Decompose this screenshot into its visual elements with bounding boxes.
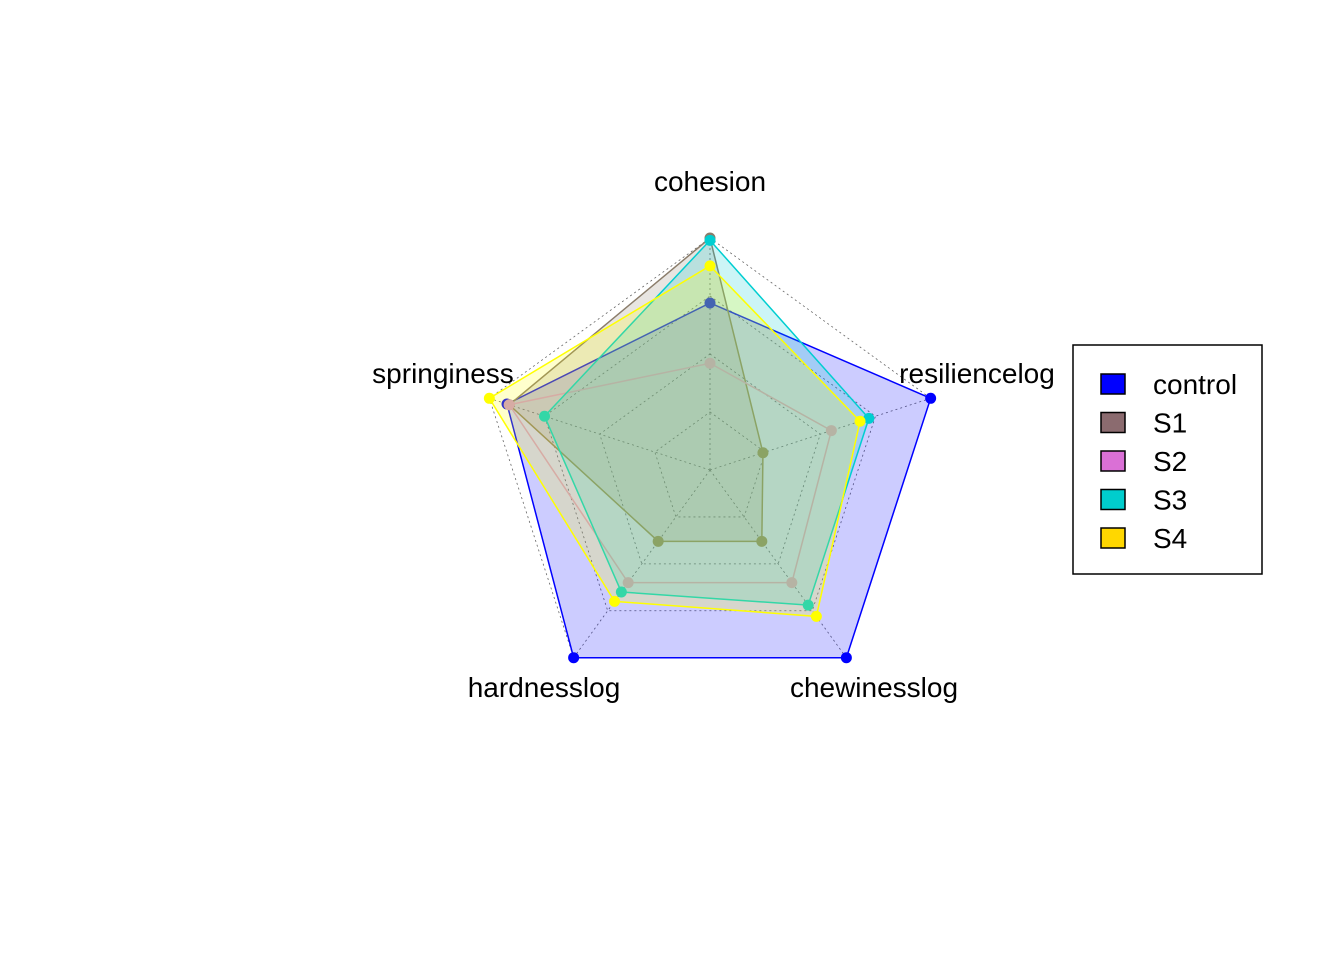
axis-label-chewinesslog: chewinesslog [790, 672, 958, 703]
series-polygon-control [506, 302, 932, 659]
data-point-S2-chewinesslog [786, 577, 798, 589]
axis-label-resiliencelog: resiliencelog [899, 358, 1055, 389]
data-point-S3-cohesion [704, 234, 716, 246]
data-point-S4-cohesion [704, 260, 716, 272]
legend-swatch-control [1100, 373, 1126, 395]
data-point-S1-resiliencelog [757, 447, 769, 459]
data-point-S4-resiliencelog [854, 415, 866, 427]
series-polygon-S2 [507, 362, 833, 584]
series-S4 [483, 260, 866, 622]
legend-swatch-S3 [1100, 488, 1126, 511]
data-point-S2-cohesion [704, 357, 716, 369]
data-point-S3-hardnesslog [615, 586, 627, 598]
grid-ring-1 [654, 411, 766, 518]
grid-ring-3 [544, 295, 876, 612]
axis-labels: cohesion resiliencelog chewinesslog hardnes… [372, 166, 1055, 703]
series-S3 [539, 234, 875, 611]
series-S2 [503, 357, 837, 589]
series-control [501, 297, 937, 664]
axis-label-hardnesslog: hardnesslog [468, 672, 621, 703]
legend-swatch-S4 [1100, 527, 1126, 549]
data-point-S3-resiliencelog [863, 412, 875, 424]
data-point-control-resiliencelog [925, 392, 937, 404]
data-point-control-chewinesslog [840, 652, 852, 664]
legend-label-control: control [1153, 369, 1237, 400]
legend-label-S3: S3 [1153, 485, 1187, 516]
grid-spoke-springiness [489, 397, 711, 471]
data-point-S4-springiness [483, 392, 495, 404]
legend-label-S2: S2 [1153, 446, 1187, 477]
data-point-S2-hardnesslog [622, 577, 634, 589]
data-point-S2-springiness [503, 399, 515, 411]
grid-spoke-chewinesslog [709, 469, 847, 658]
radar-series [483, 232, 937, 664]
data-point-S1-chewinesslog [756, 535, 768, 547]
data-point-S2-resiliencelog [825, 425, 837, 437]
data-point-control-cohesion [704, 297, 716, 309]
data-point-S4-chewinesslog [810, 610, 822, 622]
axis-label-springiness: springiness [372, 358, 514, 389]
grid-spoke-resiliencelog [709, 397, 931, 471]
series-polygon-S3 [543, 239, 870, 606]
legend: control S1 S2 S3 S4 [1072, 344, 1263, 575]
series-polygon-S1 [508, 236, 764, 543]
data-point-S3-chewinesslog [802, 599, 814, 611]
data-point-S4-hardnesslog [609, 595, 621, 607]
legend-swatch-S2 [1100, 450, 1126, 472]
legend-label-S4: S4 [1153, 523, 1187, 554]
series-polygon-S4 [488, 264, 861, 618]
data-point-S1-hardnesslog [652, 535, 664, 547]
legend-swatch-S1 [1100, 411, 1126, 434]
legend-label-S1: S1 [1153, 408, 1187, 439]
grid-spoke-hardnesslog [573, 469, 711, 658]
data-point-S3-springiness [539, 410, 551, 422]
grid-ring-2 [599, 353, 821, 565]
data-point-control-hardnesslog [568, 652, 580, 664]
axis-label-cohesion: cohesion [654, 166, 766, 197]
